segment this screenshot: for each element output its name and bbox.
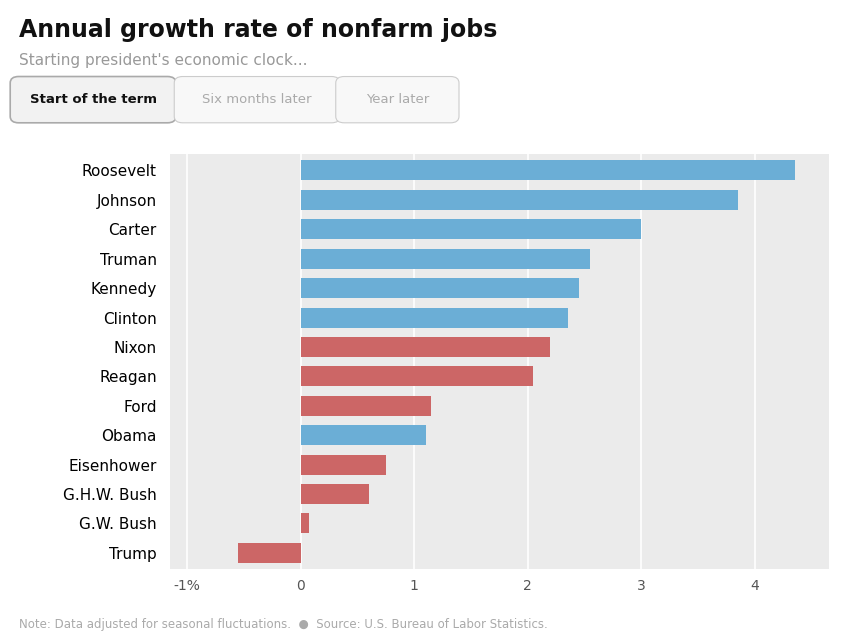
Text: Starting president's economic clock...: Starting president's economic clock...	[19, 53, 307, 68]
Bar	[301, 484, 369, 504]
Text: Year later: Year later	[366, 93, 429, 106]
Bar	[301, 455, 386, 475]
Bar	[301, 307, 568, 327]
Bar	[301, 396, 431, 416]
Text: Start of the term: Start of the term	[30, 93, 156, 106]
Bar	[238, 543, 301, 563]
Text: Six months later: Six months later	[202, 93, 312, 106]
Bar	[301, 514, 309, 534]
Bar	[301, 278, 579, 298]
Bar	[301, 249, 590, 269]
Text: Note: Data adjusted for seasonal fluctuations.  ●  Source: U.S. Bureau of Labor : Note: Data adjusted for seasonal fluctua…	[19, 619, 547, 631]
Bar	[301, 367, 534, 386]
Text: Annual growth rate of nonfarm jobs: Annual growth rate of nonfarm jobs	[19, 18, 497, 42]
Bar	[301, 161, 795, 181]
Bar	[301, 190, 738, 210]
Bar	[301, 425, 426, 445]
Bar	[301, 219, 642, 239]
Bar	[301, 337, 551, 357]
